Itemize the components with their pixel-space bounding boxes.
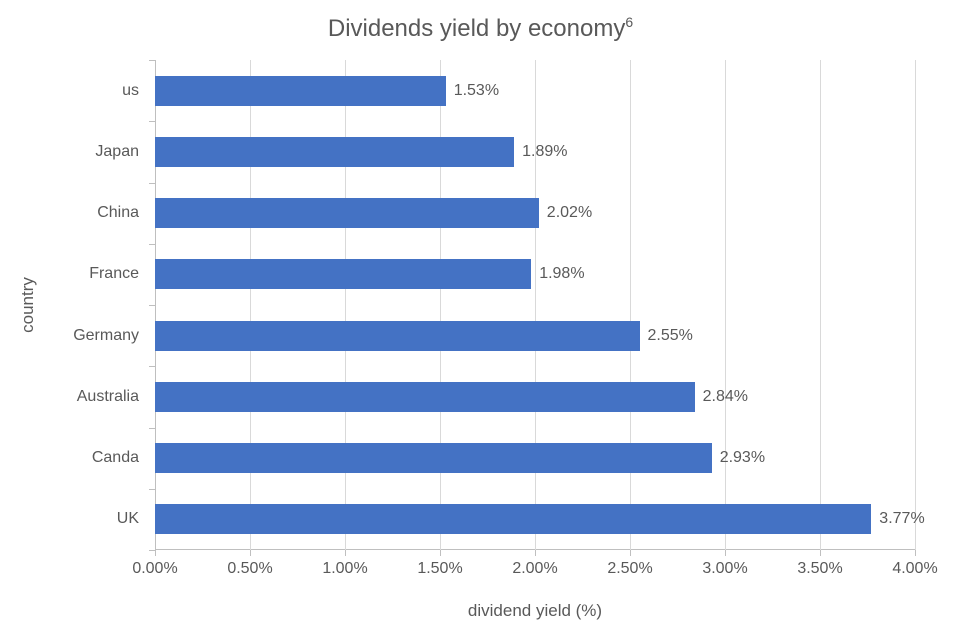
bar-data-label: 3.77%	[879, 510, 924, 528]
x-tick-label: 4.00%	[892, 550, 937, 578]
y-tick-label: Germany	[73, 327, 155, 345]
bar-data-label: 1.98%	[539, 265, 584, 283]
plot-area: 0.00%0.50%1.00%1.50%2.00%2.50%3.00%3.50%…	[155, 60, 915, 550]
gridline	[820, 60, 821, 550]
y-tick	[149, 489, 155, 490]
bar	[155, 382, 695, 412]
gridline	[725, 60, 726, 550]
x-tick-label: 1.50%	[417, 550, 462, 578]
y-axis-title: country	[18, 277, 38, 333]
gridline	[440, 60, 441, 550]
x-axis-title: dividend yield (%)	[155, 601, 915, 621]
x-tick-label: 3.50%	[797, 550, 842, 578]
x-tick-label: 1.00%	[322, 550, 367, 578]
bar-data-label: 2.02%	[547, 204, 592, 222]
y-tick	[149, 428, 155, 429]
x-tick-label: 3.00%	[702, 550, 747, 578]
x-tick-label: 2.50%	[607, 550, 652, 578]
bar	[155, 443, 712, 473]
bar	[155, 76, 446, 106]
x-tick-label: 0.00%	[132, 550, 177, 578]
y-tick	[149, 121, 155, 122]
bar-data-label: 2.55%	[648, 327, 693, 345]
y-tick	[149, 550, 155, 551]
bar	[155, 504, 871, 534]
bar-data-label: 2.84%	[703, 388, 748, 406]
y-tick-label: France	[89, 265, 155, 283]
y-tick	[149, 60, 155, 61]
gridline	[345, 60, 346, 550]
bar-data-label: 2.93%	[720, 449, 765, 467]
gridline	[630, 60, 631, 550]
y-tick	[149, 183, 155, 184]
bar-data-label: 1.89%	[522, 143, 567, 161]
y-tick	[149, 244, 155, 245]
y-axis-title-wrap: country	[18, 60, 38, 550]
bar	[155, 137, 514, 167]
y-tick-label: Australia	[77, 388, 155, 406]
gridline	[915, 60, 916, 550]
chart-title: Dividends yield by economy6	[0, 14, 961, 43]
y-tick-label: Japan	[95, 143, 155, 161]
bar	[155, 259, 531, 289]
y-tick	[149, 305, 155, 306]
y-tick-label: Canda	[92, 449, 155, 467]
y-tick-label: UK	[117, 510, 155, 528]
x-tick-label: 2.00%	[512, 550, 557, 578]
gridline	[250, 60, 251, 550]
y-tick-label: us	[122, 82, 155, 100]
x-tick-label: 0.50%	[227, 550, 272, 578]
bar	[155, 321, 640, 351]
gridline	[535, 60, 536, 550]
bar-data-label: 1.53%	[454, 82, 499, 100]
y-tick-label: China	[97, 204, 155, 222]
y-tick	[149, 366, 155, 367]
chart-container: Dividends yield by economy6 country 0.00…	[0, 0, 961, 635]
y-axis-line	[155, 60, 156, 550]
bar	[155, 198, 539, 228]
